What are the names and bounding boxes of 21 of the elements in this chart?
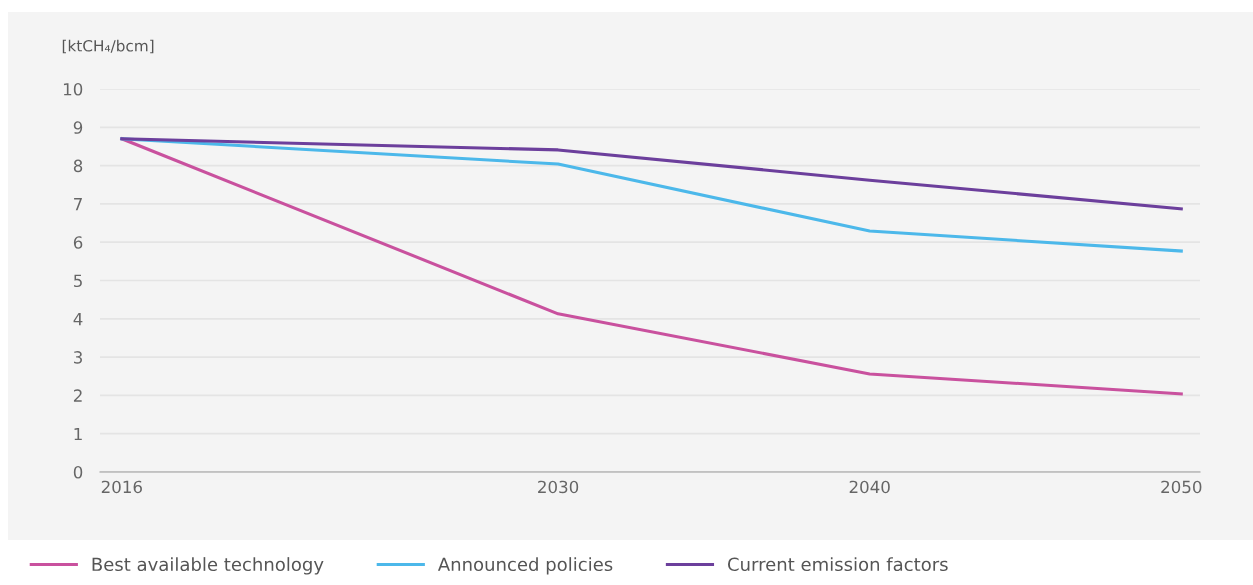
- y-tick-label: 3: [74, 351, 82, 364]
- y-axis-title: [ktCH₄/bcm]: [62, 39, 154, 54]
- y-tick-label: 9: [73, 121, 83, 134]
- legend-label: Best available technology: [92, 557, 324, 575]
- y-tick-label: 5: [74, 274, 82, 288]
- y-tick-label: 4: [73, 312, 83, 326]
- x-tick-label: 2050: [1161, 480, 1202, 494]
- y-tick-label: 8: [73, 159, 83, 173]
- line-series: [120, 137, 1183, 211]
- y-tick-label: 7: [74, 198, 82, 211]
- x-tick-label: 2016: [101, 480, 142, 494]
- legend-label: Current emission factors: [727, 557, 948, 572]
- legend-label: Announced policies: [437, 557, 613, 575]
- x-tick-label: 2030: [538, 480, 579, 494]
- line-series: [120, 137, 1183, 396]
- y-tick-label: 6: [73, 236, 83, 249]
- y-tick-label: 2: [73, 389, 82, 402]
- x-tick-label: 2040: [849, 480, 890, 494]
- y-tick-label: 10: [63, 82, 83, 96]
- y-tick-label: 1: [74, 427, 82, 441]
- y-tick-label: 0: [73, 465, 83, 479]
